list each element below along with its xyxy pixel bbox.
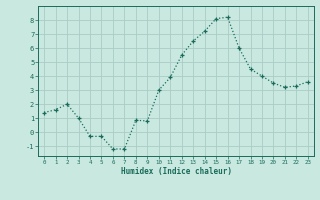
X-axis label: Humidex (Indice chaleur): Humidex (Indice chaleur) [121,167,231,176]
